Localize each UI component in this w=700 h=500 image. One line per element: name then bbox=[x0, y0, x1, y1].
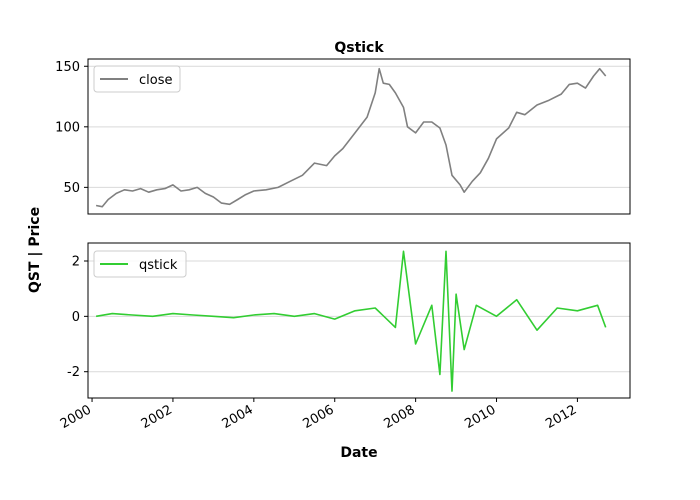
price-axes-frame bbox=[87, 58, 631, 215]
price-legend: close bbox=[93, 65, 181, 93]
y-tick-label: 0 bbox=[72, 310, 80, 325]
y-axis-label: QST | Price bbox=[27, 207, 43, 293]
price-y-ticks: 50 100 150 bbox=[55, 60, 88, 196]
chart-title: Qstick bbox=[334, 40, 384, 56]
price-legend-box bbox=[93, 65, 181, 93]
qstick-y-ticks: -2 0 2 bbox=[67, 254, 88, 380]
y-tick-label: 50 bbox=[63, 181, 80, 196]
y-tick-label: 2 bbox=[72, 254, 80, 269]
qstick-series-line bbox=[95, 250, 607, 392]
y-tick-label: -2 bbox=[67, 365, 80, 380]
y-tick-label: 100 bbox=[55, 120, 80, 135]
qstick-axes-frame bbox=[87, 242, 631, 399]
close-legend-label: close bbox=[139, 73, 172, 88]
qstick-legend-label: qstick bbox=[139, 258, 178, 273]
qstick-legend-box bbox=[93, 250, 187, 278]
x-axis-label: Date bbox=[340, 445, 377, 461]
qstick-legend: qstick bbox=[93, 250, 187, 278]
y-tick-label: 150 bbox=[55, 60, 80, 75]
close-series-line bbox=[95, 67, 607, 208]
